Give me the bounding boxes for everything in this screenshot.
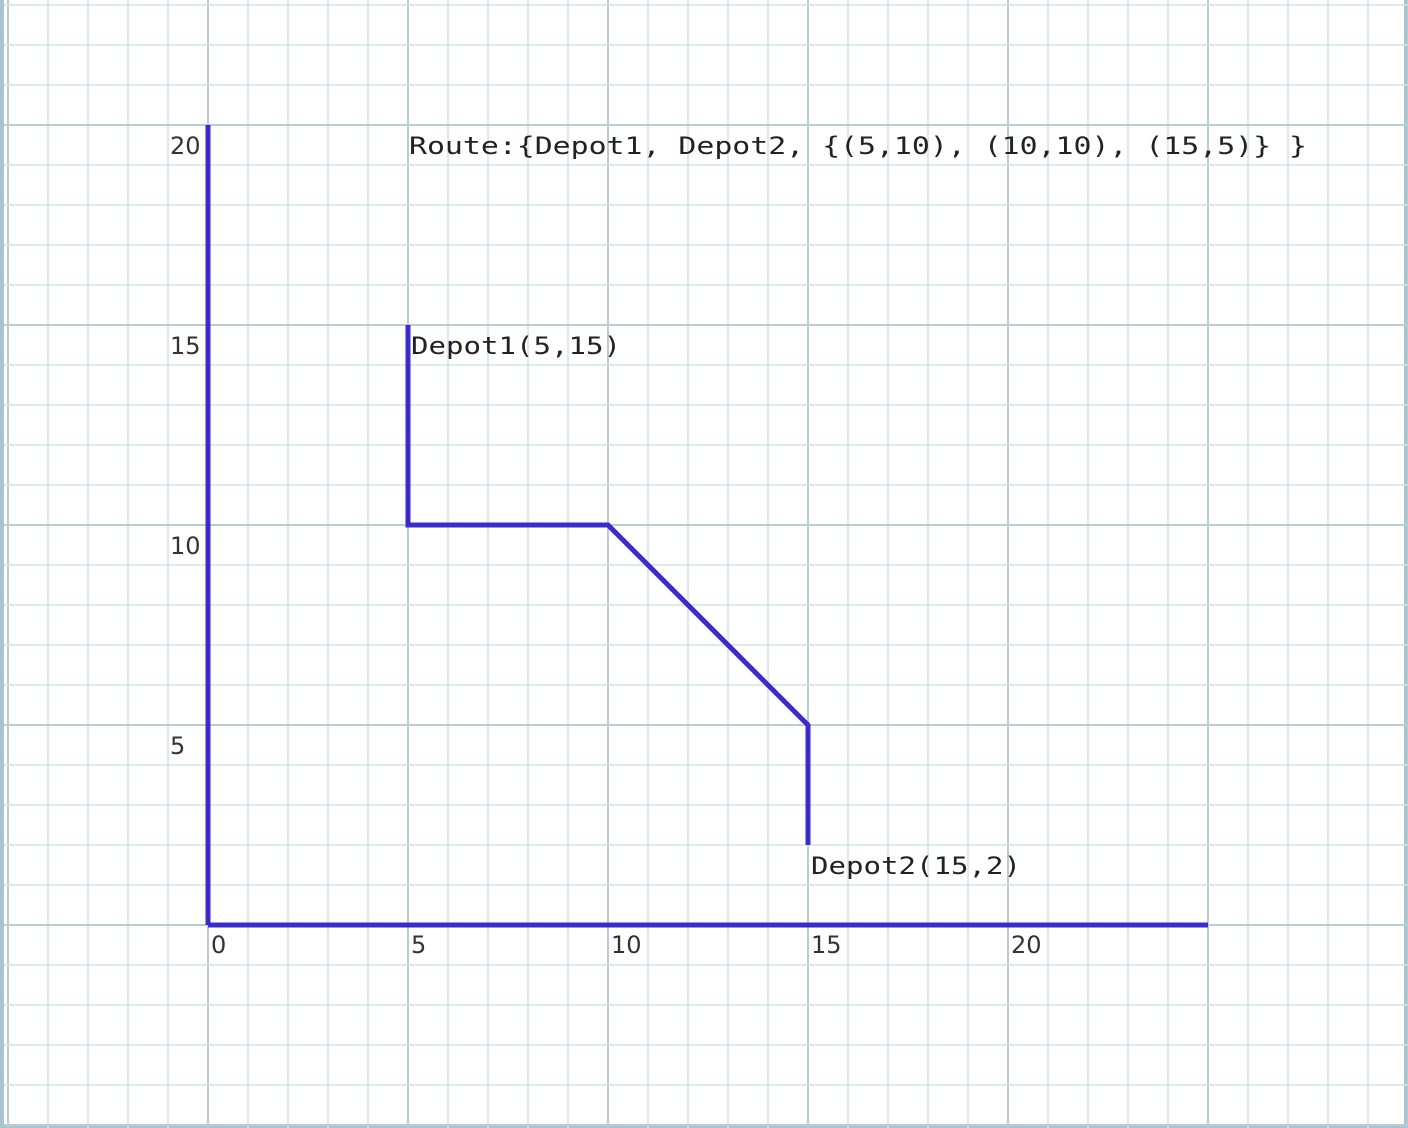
x-tick-label-0: 0 — [211, 931, 226, 959]
x-tick-label-20: 20 — [1011, 931, 1042, 959]
route-label: Route:{Depot1, Depot2, {(5,10), (10,10),… — [409, 132, 1307, 160]
depot1-label: Depot1(5,15) — [411, 332, 621, 360]
y-tick-label-15: 15 — [170, 332, 201, 360]
x-tick-labels: 0 5 10 15 20 — [211, 931, 1042, 959]
x-tick-label-5: 5 — [411, 931, 426, 959]
y-tick-labels: 5 10 15 20 — [170, 132, 201, 760]
y-tick-label-10: 10 — [170, 532, 201, 560]
y-tick-label-20: 20 — [170, 132, 201, 160]
route-diagram: 0 5 10 15 20 5 10 15 20 Route:{Depot1, D… — [4, 0, 1408, 1128]
x-tick-label-15: 15 — [811, 931, 842, 959]
axes — [205, 125, 1208, 928]
x-tick-label-10: 10 — [611, 931, 642, 959]
depot2-label: Depot2(15,2) — [811, 852, 1021, 880]
route-path-line — [405, 325, 811, 845]
y-tick-label-5: 5 — [170, 732, 185, 760]
